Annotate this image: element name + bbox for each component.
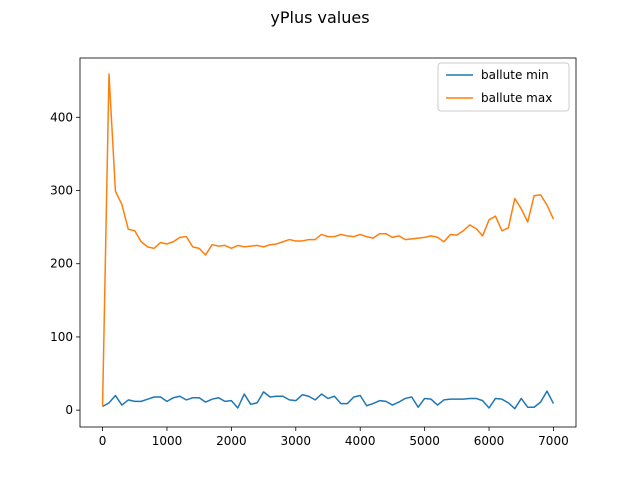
x-tick-label: 5000: [409, 434, 440, 448]
x-tick-label: 1000: [152, 434, 183, 448]
y-tick-label: 200: [50, 257, 73, 271]
series-layer: [101, 73, 555, 410]
y-tick-label: 300: [50, 184, 73, 198]
legend: ballute min ballute max: [437, 62, 570, 112]
x-tick-label: 3000: [281, 434, 312, 448]
y-tick-label: 400: [50, 110, 73, 124]
plot-frame: [79, 57, 577, 428]
chart-title: yPlus values: [270, 8, 369, 27]
x-tick-label: 4000: [345, 434, 376, 448]
x-tick-label: 7000: [538, 434, 569, 448]
legend-label-ballute-max: ballute max: [481, 91, 552, 105]
x-tick-label: 2000: [216, 434, 247, 448]
series-line-ballute-min: [102, 390, 555, 410]
series-line-ballute-max: [101, 73, 555, 407]
x-tick-label: 0: [99, 434, 107, 448]
y-tick-label: 0: [65, 403, 73, 417]
legend-label-ballute-min: ballute min: [481, 68, 549, 82]
x-tick-label: 6000: [474, 434, 505, 448]
axes: 0 1000 2000 3000 4000 5000 6000 7000 0 100 200 300 4…: [50, 57, 577, 448]
y-tick-label: 100: [50, 330, 73, 344]
